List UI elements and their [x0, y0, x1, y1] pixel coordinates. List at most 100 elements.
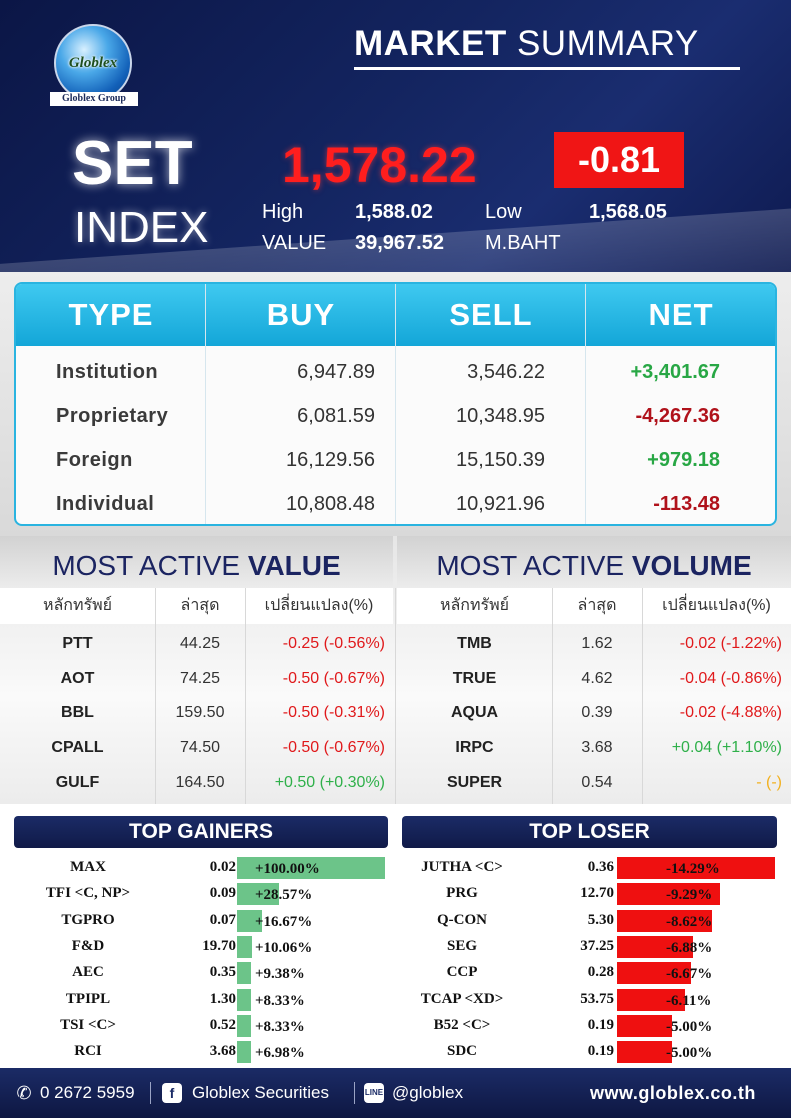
price-change: - (-)	[756, 773, 782, 791]
top-loser-title: TOP LOSER	[402, 816, 777, 848]
index-name-set: SET	[72, 129, 193, 198]
stock-price: 5.30	[587, 911, 614, 928]
last-price: 44.25	[179, 635, 221, 652]
ma-volume-title-bg	[397, 536, 791, 588]
percent-change: +16.67%	[255, 913, 313, 930]
col-buy: BUY	[266, 297, 336, 332]
stock-symbol: IRPC	[455, 739, 494, 757]
table-row: Institution 6,947.89 3,546.22 +3,401.67	[16, 350, 775, 394]
stock-symbol: F&D	[71, 937, 105, 954]
footer-website[interactable]: www.globlex.co.th	[590, 1083, 756, 1103]
stock-symbol: PTT	[62, 635, 93, 652]
divider	[155, 588, 156, 804]
globe-icon: Globlex	[54, 24, 132, 102]
investor-section: TYPE BUY SELL NET Institution 6,947.89 3…	[0, 272, 791, 536]
logo-word: Globlex	[68, 54, 118, 71]
stock-price: 0.35	[209, 964, 236, 981]
investor-type: Proprietary	[56, 405, 169, 427]
percent-bar	[237, 988, 251, 1011]
title-underline	[354, 67, 740, 70]
percent-bar	[617, 909, 713, 932]
percent-bar	[237, 857, 385, 879]
percent-change: +10.06%	[255, 939, 313, 956]
header-banner: Globlex Globlex Group MARKET SUMMARY SET…	[0, 0, 791, 272]
logo-group-label: Globlex Group	[50, 92, 138, 106]
last-price: 0.39	[581, 704, 613, 722]
percent-bar	[237, 1041, 251, 1064]
footer-line[interactable]: @globlex	[392, 1083, 464, 1102]
percent-bar	[237, 909, 262, 932]
percent-change: +28.57%	[255, 887, 313, 904]
stock-symbol: GULF	[55, 773, 100, 791]
net-value: +979.18	[647, 449, 720, 471]
stock-symbol: Q-CON	[437, 911, 487, 928]
percent-bar	[617, 1014, 673, 1037]
most-active-volume-title: MOST ACTIVE VOLUME	[397, 546, 791, 586]
stock-symbol: TSI <C>	[60, 1016, 116, 1033]
footer-facebook[interactable]: Globlex Securities	[192, 1083, 330, 1102]
value-unit: M.BAHT	[485, 232, 561, 254]
net-value: +3,401.67	[630, 361, 720, 383]
most-active-section: MOST ACTIVE VALUE MOST ACTIVE VOLUME หลั…	[0, 536, 791, 804]
stock-price: 12.70	[580, 885, 614, 902]
stock-symbol: MAX	[70, 859, 106, 875]
low-label: Low	[485, 201, 522, 223]
divider	[354, 1082, 355, 1104]
last-price: 4.62	[581, 669, 613, 687]
stock-price: 19.70	[202, 937, 236, 954]
stock-symbol: TMB	[457, 635, 492, 652]
index-value: 1,578.22	[282, 137, 477, 193]
price-change: -0.25 (-0.56%)	[282, 635, 385, 652]
last-price: 159.50	[175, 704, 225, 722]
page-title-bold: MARKET	[354, 24, 507, 63]
col-symbol: หลักทรัพย์	[439, 597, 510, 614]
percent-change: -6.67%	[666, 966, 713, 983]
col-type: TYPE	[68, 297, 154, 332]
stock-symbol: PRG	[446, 885, 478, 902]
ma-volume-column-header: หลักทรัพย์ ล่าสุด เปลี่ยนแปลง(%)	[397, 588, 791, 624]
percent-change: -5.00%	[666, 1045, 713, 1062]
stock-price: 0.07	[209, 911, 236, 928]
stock-price: 0.02	[209, 859, 236, 875]
table-row: Individual 10,808.48 10,921.96 -113.48	[16, 482, 775, 524]
value-amount: 39,967.52	[355, 232, 444, 254]
price-change: -0.50 (-0.67%)	[282, 669, 385, 687]
percent-change: -5.00%	[666, 1018, 713, 1035]
most-active-value-title: MOST ACTIVE VALUE	[0, 546, 393, 586]
col-sell: SELL	[449, 297, 533, 332]
percent-change: -9.29%	[666, 887, 713, 904]
divider	[642, 588, 643, 804]
percent-change: +8.33%	[255, 992, 305, 1009]
percent-change: -8.62%	[666, 913, 713, 930]
percent-bar	[237, 1014, 251, 1037]
sell-value: 10,921.96	[456, 493, 545, 515]
globlex-logo[interactable]: Globlex Globlex Group	[50, 22, 138, 110]
footer-phone[interactable]: 0 2672 5959	[40, 1083, 135, 1102]
divider	[205, 284, 206, 524]
buy-value: 16,129.56	[286, 449, 375, 471]
percent-change: +6.98%	[255, 1045, 305, 1062]
stock-symbol: TFI <C, NP>	[45, 885, 131, 902]
percent-bar	[237, 883, 280, 906]
title-bold: VOLUME	[631, 550, 752, 581]
last-price: 164.50	[175, 773, 225, 791]
footer: ✆ 0 2672 5959 f Globlex Securities LINE …	[0, 1068, 791, 1118]
line-icon: LINE	[364, 1083, 384, 1103]
col-last: ล่าสุด	[180, 597, 220, 614]
table-row: Foreign 16,129.56 15,150.39 +979.18	[16, 438, 775, 482]
last-price: 0.54	[581, 773, 613, 791]
stock-symbol: TCAP <XD>	[420, 990, 504, 1007]
buy-value: 6,081.59	[297, 405, 375, 427]
stock-symbol: TPIPL	[65, 990, 111, 1007]
stock-symbol: RCI	[74, 1043, 102, 1060]
stock-symbol: SEG	[446, 937, 477, 954]
top-gainers-title: TOP GAINERS	[14, 816, 388, 848]
last-price: 74.25	[179, 669, 221, 687]
col-last: ล่าสุด	[577, 597, 617, 614]
buy-value: 10,808.48	[286, 493, 375, 515]
percent-bar	[237, 935, 252, 958]
stock-symbol: JUTHA <C>	[421, 859, 503, 875]
percent-bar	[617, 1041, 673, 1064]
stock-symbol: AEC	[72, 964, 104, 981]
stock-price: 37.25	[580, 937, 614, 954]
